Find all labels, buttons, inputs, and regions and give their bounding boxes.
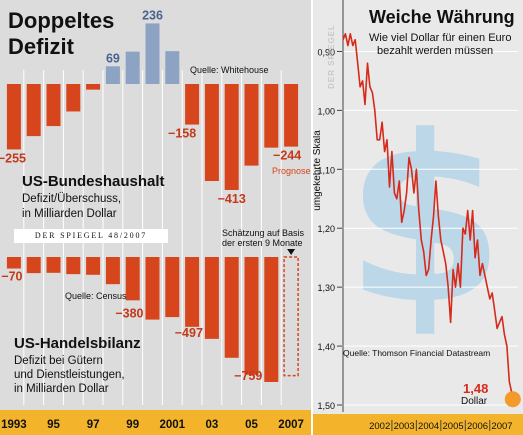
fx-ytick-1,10: 1,10	[317, 165, 335, 175]
trade-estimate-note-1: Schätzung auf Basis	[222, 228, 305, 238]
fx-ytick-1,30: 1,30	[317, 283, 335, 293]
trade-label-1993: −70	[1, 270, 22, 284]
year-axis-band	[0, 410, 311, 435]
fx-ytick-1,50: 1,50	[317, 401, 335, 411]
fx-year-tick-2005: 2005	[443, 421, 464, 432]
budget-bar-1999	[125, 51, 140, 84]
trade-estimate-note-2: der ersten 9 Monate	[222, 238, 303, 248]
fx-year-tick-2002: 2002	[369, 421, 390, 432]
year-tick-1995: 95	[47, 419, 60, 431]
spiegel-credit: DER SPIEGEL 48/2007	[14, 229, 168, 243]
year-tick-2001: 2001	[160, 419, 186, 431]
trade-subtitle-1: Defizit bei Gütern	[14, 355, 103, 367]
fx-ytick-1,20: 1,20	[317, 224, 335, 234]
panel-divider	[311, 0, 313, 435]
budget-label-1998: 69	[106, 51, 120, 65]
fx-end-unit: Dollar	[461, 396, 488, 407]
budget-label-2004: −413	[218, 192, 246, 206]
trade-bar-2000	[145, 257, 160, 320]
year-tick-1997: 97	[87, 419, 100, 431]
budget-label-2000: 236	[142, 8, 163, 22]
fx-year-tick-2004: 2004	[418, 421, 439, 432]
trade-title: US-Handelsbilanz	[14, 335, 141, 352]
budget-label-2007: −244	[273, 149, 301, 163]
trade-bar-1998	[105, 257, 120, 285]
year-tick-2003: 03	[206, 419, 219, 431]
budget-bar-1993	[6, 84, 21, 150]
weak-currency-panel: $0,90 1,00 1,10 1,20 1,30 1,40 1,50 2002 2003 200…	[313, 0, 523, 435]
fx-axis-title: umgekehrte Skala	[313, 130, 323, 211]
budget-bar-2001	[165, 51, 180, 84]
trade-bar-2001	[165, 257, 180, 318]
fx-year-tick-2007: 2007	[491, 421, 512, 432]
trade-bar-2002	[185, 257, 200, 327]
budget-subtitle-1: Defizit/Überschuss,	[22, 193, 122, 205]
trade-subtitle-2: und Dienstleistungen,	[14, 369, 125, 381]
dollar-watermark-icon: $	[345, 88, 505, 355]
budget-bar-2003	[204, 84, 219, 182]
budget-bar-2005	[244, 84, 259, 166]
trade-bar-2007-estimate	[283, 256, 299, 377]
double-deficit-panel: −255 69 236 −158 −413 −244 −70 −380 −497 −759 1993…	[0, 0, 311, 435]
fx-source: Quelle: Thomson Financial Datastream	[343, 348, 491, 358]
year-tick-2007: 2007	[278, 419, 304, 431]
trade-bar-1996	[66, 257, 81, 275]
fx-subtitle-1: Wie viel Dollar für einen Euro	[369, 32, 512, 44]
budget-bar-2004	[224, 84, 239, 190]
budget-bar-1994	[26, 84, 41, 137]
trade-label-2000: −380	[115, 307, 143, 321]
trade-bar-2004	[224, 257, 239, 358]
trade-label-2003: −497	[175, 326, 203, 340]
trade-bar-1995	[46, 257, 61, 273]
fx-ytick-1,00: 1,00	[317, 106, 335, 116]
trade-label-2006: −759	[234, 369, 262, 383]
watermark-text: DER SPIEGEL	[326, 24, 336, 89]
estimate-arrow	[287, 249, 296, 255]
fx-end-value: 1,48	[463, 381, 489, 396]
fx-year-band	[313, 414, 523, 435]
page-title-line1: Doppeltes	[8, 8, 115, 33]
year-tick-1999: 99	[126, 419, 139, 431]
trade-bar-2005	[244, 257, 259, 375]
year-tick-1993: 1993	[1, 419, 27, 431]
budget-label-2002: −158	[168, 127, 196, 141]
budget-bar-2006	[264, 84, 279, 148]
trade-bar-1997	[86, 257, 101, 275]
budget-title: US-Bundeshaushalt	[22, 173, 165, 190]
trade-bar-2003	[204, 257, 219, 339]
trade-bar-2006	[264, 257, 279, 382]
budget-label-1993: −255	[0, 151, 26, 165]
trade-bar-1999	[125, 257, 140, 301]
trade-bar-1994	[26, 257, 41, 274]
budget-bar-1995	[46, 84, 61, 127]
budget-bar-1997	[86, 84, 101, 90]
year-tick-2005: 05	[245, 419, 258, 431]
trade-source: Quelle: Census	[65, 291, 127, 301]
budget-source: Quelle: Whitehouse	[190, 65, 269, 75]
fx-subtitle-2: bezahlt werden müssen	[377, 45, 494, 57]
fx-title: Weiche Währung	[369, 7, 515, 27]
budget-prognose-label: Prognose	[272, 166, 311, 176]
budget-bar-1996	[66, 84, 81, 112]
budget-bar-1998	[105, 66, 120, 84]
trade-bar-1993	[6, 257, 21, 269]
trade-subtitle-3: in Milliarden Dollar	[14, 383, 109, 395]
double-deficit-chart: −255 69 236 −158 −413 −244 −70 −380 −497 −759 1993…	[0, 8, 311, 435]
budget-bar-2007	[284, 84, 299, 147]
fx-year-tick-2006: 2006	[467, 421, 488, 432]
fx-line-series	[342, 32, 513, 394]
fx-end-dot	[504, 391, 521, 408]
fx-ytick-0,90: 0,90	[317, 47, 335, 57]
fx-ytick-1,40: 1,40	[317, 342, 335, 352]
page-title-line2: Defizit	[8, 34, 74, 59]
budget-subtitle-2: in Milliarden Dollar	[22, 208, 117, 220]
budget-bar-2000	[145, 23, 160, 84]
fx-year-tick-2003: 2003	[394, 421, 415, 432]
budget-bar-2002	[185, 84, 200, 125]
